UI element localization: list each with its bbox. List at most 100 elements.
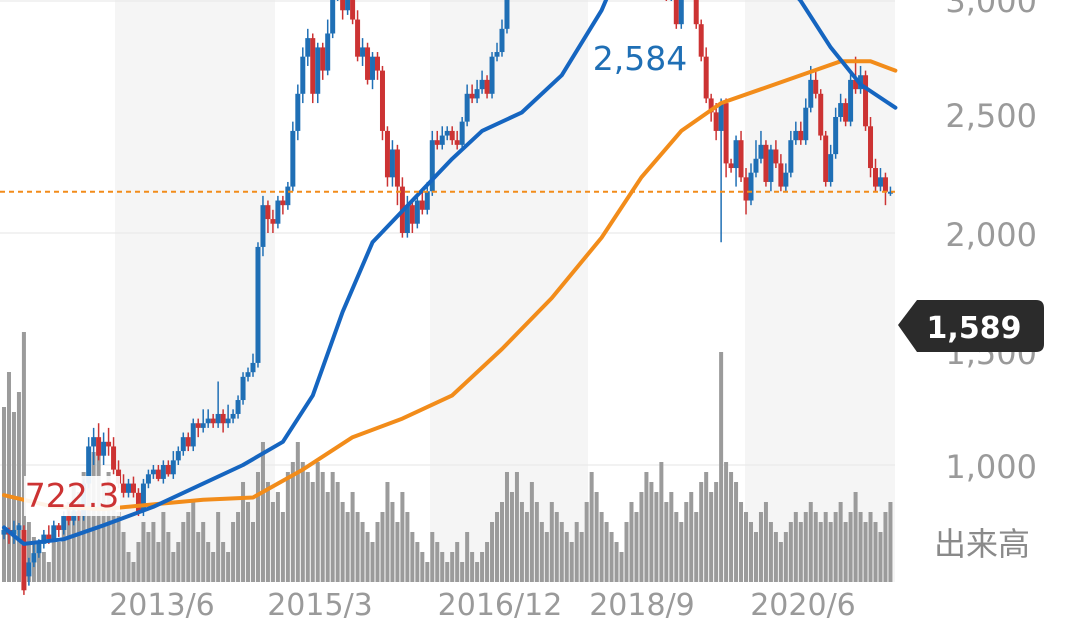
candle-body [160, 465, 166, 479]
x-tick-label: 2015/3 [267, 588, 373, 623]
volume-bar [151, 522, 156, 582]
volume-bar [574, 522, 579, 582]
volume-bar [818, 522, 823, 582]
candle-body [205, 418, 211, 424]
volume-bar [579, 532, 584, 582]
volume-bar [345, 512, 350, 582]
candle-body [235, 400, 241, 414]
candle-body [360, 47, 366, 57]
volume-bar [704, 472, 709, 582]
candle-body [484, 79, 490, 94]
volume-bar [325, 492, 330, 582]
volume-bar [166, 532, 171, 582]
volume-bar [340, 502, 345, 582]
volume-bar [669, 492, 674, 582]
volume-bar [763, 502, 768, 582]
volume-bar [126, 552, 131, 582]
candle-body [439, 135, 445, 145]
x-tick-label: 2013/6 [109, 588, 215, 623]
candle-body [773, 149, 779, 164]
volume-bar [808, 502, 813, 582]
volume-bar [81, 472, 86, 582]
current-price-label: 1,589 [927, 311, 1022, 346]
candle-body [459, 121, 465, 145]
candle-body [424, 191, 430, 210]
x-tick-label: 2018/9 [589, 588, 695, 623]
candle-body [315, 47, 321, 94]
candle-body [285, 186, 291, 206]
candle-body [409, 205, 415, 224]
volume-bar [330, 472, 335, 582]
y-tick-label: 1,000 [945, 448, 1037, 486]
candle-body [170, 460, 176, 475]
volume-bar [26, 522, 31, 582]
candle-body [1, 529, 7, 535]
volume-bar [370, 542, 375, 582]
candle-body [693, 0, 699, 25]
volume-bar [146, 532, 151, 582]
candle-body [723, 103, 729, 164]
volume-bar [51, 532, 56, 582]
candle-body [788, 140, 794, 173]
volume-bar [644, 472, 649, 582]
volume-bar [679, 522, 684, 582]
volume-bar [709, 492, 714, 582]
volume-bar [61, 522, 66, 582]
candle-body [504, 0, 510, 29]
volume-bar [91, 452, 96, 582]
candle-body [414, 200, 420, 224]
candle-body [404, 205, 410, 233]
volume-bar [485, 542, 490, 582]
volume-bar [270, 502, 275, 582]
candle-body [758, 144, 764, 159]
volume-bar [534, 502, 539, 582]
candle-body [743, 177, 749, 201]
volume-bar [833, 512, 838, 582]
candle-body [270, 219, 276, 224]
candle-body [828, 154, 834, 182]
candle-body [255, 246, 261, 363]
volume-bar [56, 542, 61, 582]
candle-body [379, 70, 385, 131]
volume-bar [66, 502, 71, 582]
volume-bar [654, 492, 659, 582]
candle-body [41, 534, 47, 544]
volume-bar [206, 542, 211, 582]
candle-body [155, 469, 161, 479]
volume-bar [490, 522, 495, 582]
low-annotation: 722.3 [25, 476, 119, 515]
volume-bar [390, 502, 395, 582]
volume-bar [280, 512, 285, 582]
volume-bar [450, 552, 455, 582]
candlesticks [1, 0, 893, 595]
volume-bar [36, 542, 41, 582]
candle-body [195, 423, 201, 428]
candle-body [838, 103, 844, 117]
candle-body [140, 483, 146, 512]
candle-body [340, 0, 346, 11]
candle-body [778, 163, 784, 187]
candle-body [793, 130, 799, 141]
candle-body [375, 56, 380, 71]
candle-body [210, 418, 216, 424]
high-annotation: 2,584 [593, 39, 687, 78]
candle-body [175, 451, 181, 461]
candle-body [245, 372, 251, 377]
volume-bar [853, 492, 858, 582]
volume-bar [729, 472, 734, 582]
candle-body [479, 79, 485, 90]
volume-bar [275, 492, 280, 582]
candle-body [330, 0, 336, 34]
candle-body [464, 93, 470, 122]
volume-bar [410, 532, 415, 582]
candle-body [449, 130, 455, 141]
volume-bar [141, 522, 146, 582]
candle-body [434, 140, 440, 145]
candle-body [783, 172, 789, 187]
candle-body [126, 483, 131, 493]
volume-bar [793, 512, 798, 582]
volume-bar [549, 502, 554, 582]
volume-bar [196, 532, 201, 582]
